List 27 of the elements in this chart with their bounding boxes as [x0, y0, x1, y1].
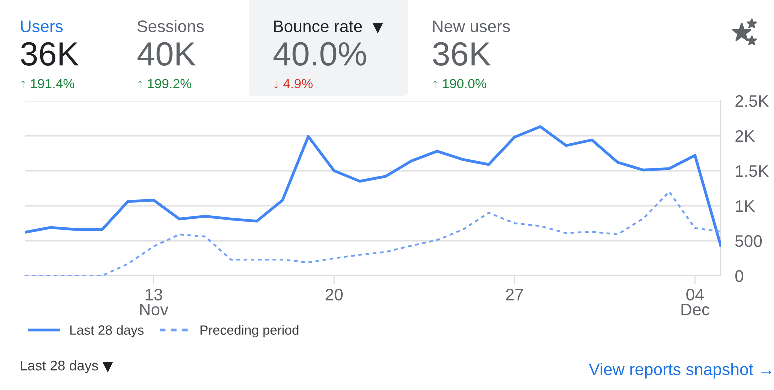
text: New users — [433, 20, 510, 32]
text: Sessions — [138, 20, 204, 32]
text: ↑ 199.2% — [138, 79, 192, 89]
text: Users — [21, 20, 63, 32]
text: 36K — [21, 42, 79, 66]
text: Bounce rate — [274, 20, 362, 32]
y-tick-label: 2.5K — [736, 95, 769, 108]
legend-label: Last 28 days — [70, 325, 144, 338]
y-tick-label: 1K — [736, 200, 756, 212]
text: Last 28 days — [21, 360, 98, 374]
y-tick-label: 1.5K — [736, 166, 769, 178]
text: ↑ 190.0% — [434, 79, 487, 89]
x-tick-label: 27 — [506, 288, 524, 301]
y-tick-label: 2K — [736, 130, 756, 142]
x-tick-label: 20 — [326, 288, 343, 301]
y-tick-label: 0 — [736, 270, 744, 282]
text: ↑ 191.4% — [22, 79, 75, 89]
text: 36K — [433, 42, 491, 66]
text: View reports snapshot → — [589, 363, 772, 379]
x-tick-label: 13 Nov — [140, 288, 169, 316]
text: ↓ 4.9% — [274, 79, 313, 89]
y-tick-label: 500 — [736, 235, 762, 248]
line-series — [25, 126, 721, 248]
text: 40.0% — [274, 42, 366, 66]
text: 40K — [138, 42, 196, 66]
x-tick-label: 04 Dec — [682, 288, 710, 316]
legend-label: Preceding period — [200, 325, 299, 338]
